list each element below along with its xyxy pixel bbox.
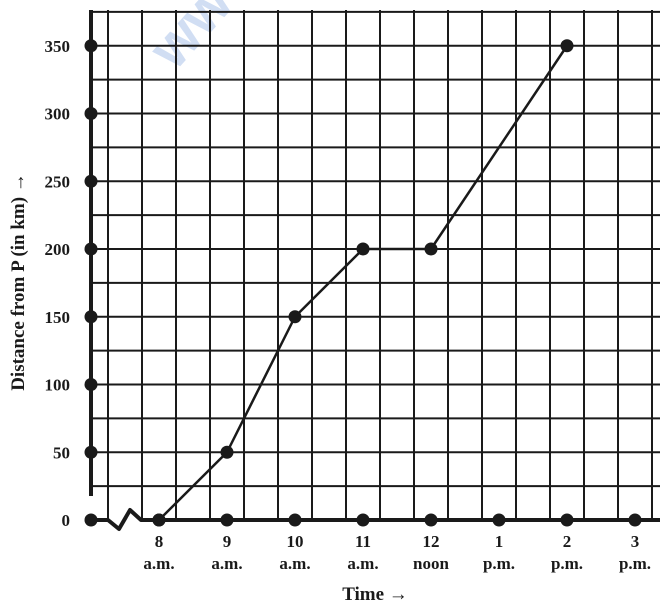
x-axis-dot [356,513,370,527]
data-point [220,445,234,459]
x-axis-dot [424,513,438,527]
series-group [152,39,574,527]
y-axis-dot [84,445,98,459]
series-line [158,45,569,521]
y-axis-dot [84,513,98,527]
y-tick-label: 100 [45,376,71,395]
x-tick-sublabel: a.m. [143,554,174,573]
x-tick-sublabel: p.m. [619,554,651,573]
x-tick-label: 3 [631,532,640,551]
x-tick-label: 2 [563,532,572,551]
y-axis-dot [84,39,98,53]
x-tick-sublabel: p.m. [483,554,515,573]
x-tick-sublabel: noon [413,554,449,573]
y-tick-label: 50 [53,443,70,462]
data-point [356,242,370,256]
x-axis-dot [628,513,642,527]
x-tick-label: 11 [355,532,371,551]
data-point [288,310,302,324]
y-tick-label: 0 [62,511,71,530]
grid [91,10,660,520]
x-tick-label: 8 [155,532,164,551]
y-axis-dot [84,242,98,256]
x-axis-dot [220,513,234,527]
y-tick-label: 200 [45,240,71,259]
x-axis-dot [492,513,506,527]
x-tick-label: 1 [495,532,504,551]
y-tick-label: 250 [45,172,71,191]
tick-labels: 0 50 100 150 200 250 300 350 8 a.m. 9 a.m. 10 a.m. 11 a… [45,37,652,573]
data-point [560,39,574,53]
x-axis-dot [560,513,574,527]
y-tick-label: 150 [45,308,71,327]
y-axis-dot [84,174,98,188]
x-axis-label: Time → [342,584,408,605]
x-tick-label: 12 [423,532,440,551]
x-tick-sublabel: a.m. [211,554,242,573]
x-tick-label: 9 [223,532,232,551]
y-axis-dot [84,107,98,120]
x-tick-sublabel: a.m. [279,554,310,573]
y-tick-label: 300 [45,105,71,124]
data-point [152,513,166,527]
axes [84,10,660,531]
y-axis-dot [84,378,98,391]
x-tick-sublabel: a.m. [347,554,378,573]
x-tick-sublabel: p.m. [551,554,583,573]
data-point [424,242,438,256]
x-tick-label: 10 [287,532,304,551]
x-axis-dot [288,513,302,527]
y-tick-label: 350 [45,37,71,56]
y-axis-dot [84,310,98,324]
y-axis-label: Distance from P (in km) → [8,173,29,391]
